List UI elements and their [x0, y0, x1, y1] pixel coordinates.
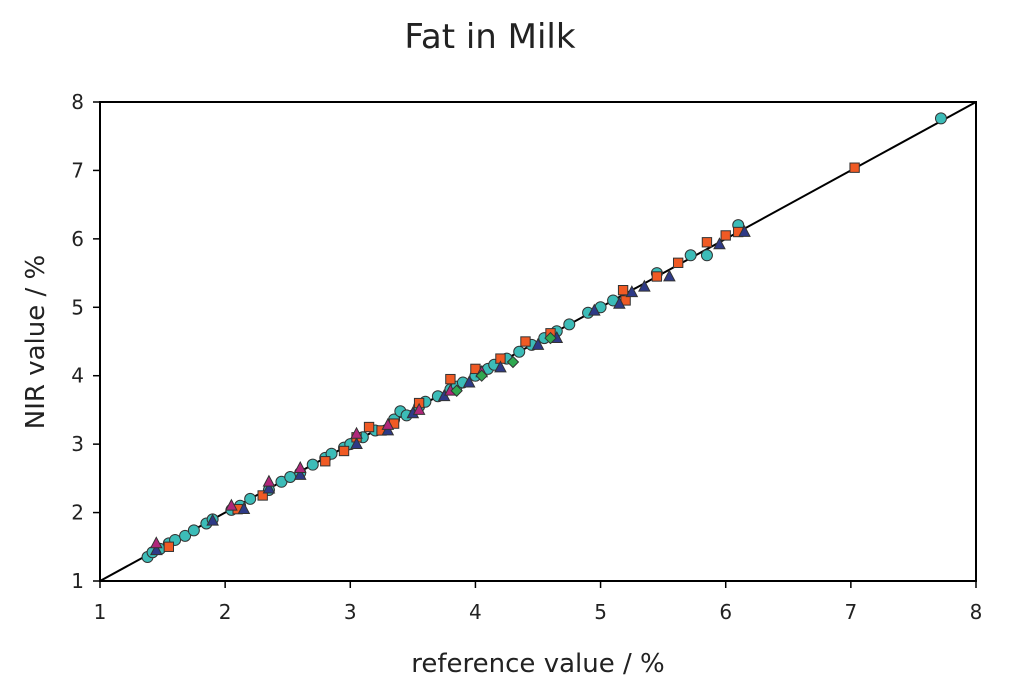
- x-axis-label: reference value / %: [411, 649, 664, 679]
- data-point-diamond: [544, 331, 557, 345]
- data-point-circle: [179, 529, 192, 542]
- data-point-square: [257, 490, 268, 501]
- data-point-square: [617, 285, 629, 296]
- x-tick-label: 5: [594, 600, 607, 624]
- y-tick-label: 7: [71, 158, 84, 182]
- data-point-circle: [934, 112, 947, 125]
- data-point-square: [320, 456, 331, 467]
- y-tick-label: 6: [71, 227, 84, 251]
- data-point-triangle: [494, 360, 507, 373]
- chart-title: Fat in Milk: [404, 17, 575, 57]
- data-point-triangle: [293, 467, 307, 480]
- data-point-triangle: [713, 237, 726, 250]
- data-point-square: [720, 230, 731, 241]
- data-point-triangle: [350, 426, 363, 439]
- data-point-triangle: [350, 437, 363, 450]
- data-point-square: [672, 257, 684, 268]
- y-tick-label: 3: [71, 432, 84, 456]
- plot-area-frame: [99, 101, 977, 582]
- data-point-triangle: [663, 269, 676, 282]
- data-point-triangle: [638, 279, 651, 292]
- data-point-circle: [244, 492, 257, 505]
- data-point-triangle: [738, 224, 751, 237]
- x-tick-label: 1: [94, 600, 107, 624]
- data-point-triangle: [293, 460, 307, 473]
- data-point-circle: [700, 249, 713, 262]
- x-tick-label: 8: [970, 600, 983, 624]
- x-tick-label: 3: [344, 600, 357, 624]
- y-tick-label: 1: [71, 569, 84, 593]
- data-point-circle: [563, 318, 576, 331]
- data-point-triangle: [206, 513, 219, 526]
- data-point-square: [701, 237, 713, 248]
- data-point-circle: [513, 345, 526, 358]
- axis-ticks: 1 2 3 4 5 6 7 8 1 2 3 4 5 6 7 8: [71, 90, 982, 624]
- data-point-triangle: [462, 375, 476, 388]
- data-point-square: [338, 445, 350, 457]
- data-point-square: [363, 421, 375, 433]
- y-tick-label: 2: [71, 501, 84, 525]
- data-point-square: [520, 336, 531, 347]
- data-point-circle: [284, 470, 297, 483]
- data-point-triangle: [262, 474, 276, 487]
- y-tick-label: 4: [71, 364, 84, 388]
- data-point-triangle: [237, 502, 251, 515]
- data-point-triangle: [613, 296, 626, 309]
- data-point-square: [445, 373, 456, 385]
- y-tick-label: 5: [71, 295, 84, 319]
- data-point-diamond: [506, 355, 520, 369]
- data-point-triangle: [531, 337, 545, 350]
- data-points: [141, 112, 947, 564]
- data-point-diamond: [450, 384, 463, 397]
- data-point-square: [651, 271, 663, 282]
- data-point-circle: [684, 249, 697, 262]
- data-point-triangle: [381, 417, 395, 430]
- data-point-square: [849, 162, 860, 173]
- x-tick-label: 2: [219, 600, 232, 624]
- data-point-triangle: [225, 498, 238, 511]
- data-point-triangle: [587, 303, 601, 316]
- data-point-triangle: [412, 402, 426, 415]
- x-tick-label: 6: [719, 600, 732, 624]
- data-point-triangle: [149, 543, 163, 556]
- data-point-triangle: [149, 536, 163, 549]
- data-point-circle: [306, 458, 319, 471]
- x-tick-label: 4: [469, 600, 482, 624]
- y-tick-label: 8: [71, 90, 84, 114]
- y-axis-label: NIR value / %: [21, 255, 51, 429]
- data-point-square: [163, 541, 175, 552]
- data-point-circle: [187, 524, 200, 537]
- data-point-triangle: [262, 481, 276, 494]
- x-tick-label: 7: [844, 600, 857, 624]
- data-point-diamond: [475, 369, 488, 382]
- data-point-triangle: [625, 285, 639, 298]
